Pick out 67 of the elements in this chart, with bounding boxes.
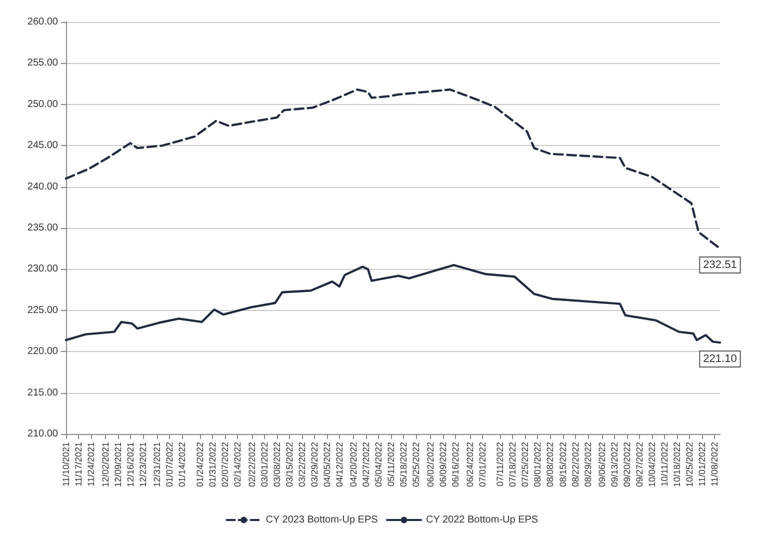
x-tick-label: 11/08/2022: [710, 442, 720, 486]
x-tick-label: 06/16/2022: [450, 442, 461, 488]
x-tick-label: 07/25/2022: [520, 442, 530, 488]
y-tick-label: 245.00: [27, 140, 58, 152]
x-tick-label: 05/25/2022: [411, 442, 422, 488]
x-tick-label: 08/22/2022: [570, 442, 580, 488]
x-tick-label: 09/13/2022: [610, 442, 620, 488]
x-tick-label: 09/20/2022: [622, 442, 632, 488]
y-tick-label: 250.00: [27, 98, 58, 110]
x-tick-label: 01/14/2022: [177, 442, 188, 488]
x-tick-label: 02/14/2022: [232, 442, 243, 488]
x-tick-label: 02/07/2022: [220, 442, 230, 488]
x-tick-label: 11/10/2021: [61, 442, 71, 486]
x-tick-label: 10/04/2022: [647, 442, 658, 488]
x-tick-label: 03/15/2022: [284, 442, 294, 488]
y-tick-label: 225.00: [27, 304, 58, 316]
x-tick-label: 05/18/2022: [398, 442, 409, 488]
x-tick-label: 01/07/2022: [164, 442, 175, 488]
x-tick-label: 03/29/2022: [309, 442, 320, 488]
x-tick-label: 12/23/2021: [138, 442, 148, 488]
y-tick-label: 255.00: [27, 58, 58, 69]
x-tick-label: 11/24/2021: [86, 442, 96, 486]
x-tick-label: 09/27/2022: [634, 442, 645, 488]
line-series: [64, 88, 722, 250]
x-tick-label: 07/11/2022: [495, 442, 506, 486]
x-tick-label: 03/08/2022: [272, 442, 282, 488]
x-tick-label: 04/05/2022: [322, 442, 332, 488]
x-tick-label: 08/08/2022: [545, 442, 556, 488]
x-tick-label: 10/18/2022: [672, 442, 682, 488]
x-tick-label: 08/01/2022: [532, 442, 543, 488]
x-tick-label: 11/01/2022: [697, 442, 708, 486]
x-tick-label: 01/24/2022: [195, 442, 206, 488]
y-tick-label: 230.00: [27, 264, 58, 275]
x-tick-label: 06/09/2022: [438, 442, 448, 488]
x-tick-label: 12/16/2021: [125, 442, 136, 488]
x-tick-label: 04/12/2022: [334, 442, 344, 488]
x-tick-label: 11/17/2021: [74, 442, 84, 486]
x-tick-label: 12/31/2021: [152, 442, 162, 488]
y-tick-label: 240.00: [27, 181, 58, 192]
y-tick-label: 215.00: [27, 387, 58, 398]
x-tick-label: 07/01/2022: [477, 442, 488, 488]
annotation: 232.51: [703, 259, 737, 272]
x-tick-label: 09/06/2022: [597, 442, 608, 488]
x-tick-label: 08/15/2022: [558, 442, 568, 488]
x-tick-label: 06/24/2022: [464, 442, 475, 488]
x-tick-label: 07/18/2022: [508, 442, 518, 488]
y-tick-label: 220.00: [27, 346, 58, 358]
x-tick-label: 10/11/2022: [660, 442, 670, 486]
x-tick-label: 02/22/2022: [246, 442, 257, 488]
x-tick-label: 04/20/2022: [348, 442, 359, 488]
x-tick-label: 12/09/2021: [112, 442, 123, 488]
legend-label: CY 2023 Bottom-Up EPS: [266, 514, 378, 526]
legend-label: CY 2022 Bottom-Up EPS: [426, 514, 538, 526]
y-tick-label: 235.00: [27, 222, 58, 234]
y-tick-label: 260.00: [27, 16, 58, 28]
x-tick-label: 05/11/2022: [386, 442, 396, 486]
x-tick-label: 05/04/2022: [374, 442, 384, 488]
x-tick-label: 10/25/2022: [684, 442, 695, 488]
x-tick-label: 12/02/2021: [100, 442, 110, 488]
x-tick-label: 01/31/2022: [208, 442, 218, 488]
y-tick-label: 210.00: [27, 428, 58, 440]
x-tick-label: 08/29/2022: [582, 442, 593, 488]
x-tick-label: 03/01/2022: [259, 442, 270, 488]
x-tick-label: 06/02/2022: [426, 442, 436, 488]
annotation: 221.10: [703, 353, 737, 366]
x-tick-label: 04/27/2022: [361, 442, 372, 488]
x-tick-label: 03/22/2022: [296, 442, 307, 488]
